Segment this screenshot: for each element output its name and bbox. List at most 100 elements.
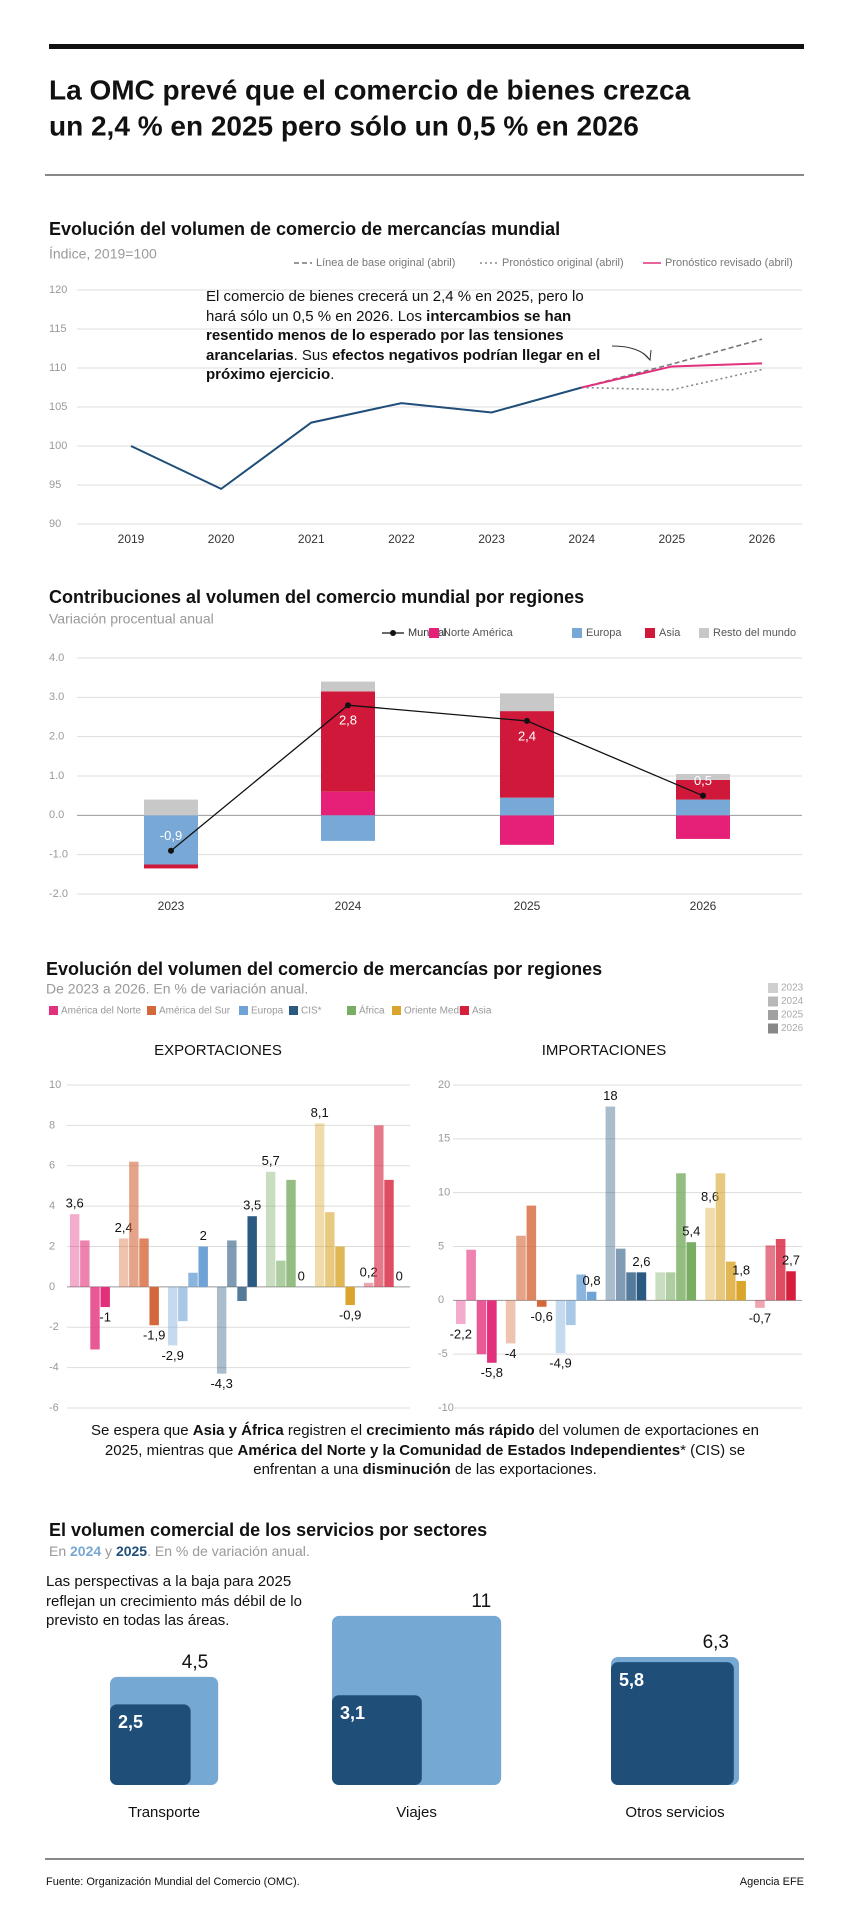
y-tick-label: -1.0 <box>49 849 68 861</box>
legend-label: Pronóstico revisado (abril) <box>665 257 793 269</box>
bar <box>129 1161 139 1287</box>
bar-segment <box>144 864 198 869</box>
annotation-arrow <box>611 345 651 361</box>
y-tick-label: -4 <box>49 1362 59 1374</box>
data-label: 1,8 <box>732 1262 750 1277</box>
x-tick-label: 2025 <box>514 899 541 913</box>
bold-text: América del Norte y la Comunidad de Esta… <box>237 1441 681 1459</box>
legend-swatch <box>768 996 778 1007</box>
legend-label: 2026 <box>781 1023 804 1034</box>
headline: un 2,4 % en 2025 pero sólo un 0,5 % en 2… <box>49 110 639 141</box>
data-label: -1 <box>99 1310 111 1325</box>
data-label: 0,2 <box>360 1264 378 1279</box>
x-tick-label: 2023 <box>478 532 505 546</box>
legend-label: América del Norte <box>61 1006 141 1017</box>
category-label: Viajes <box>396 1804 437 1821</box>
bar <box>555 1300 566 1354</box>
x-tick-label: 2026 <box>749 532 776 546</box>
bar <box>237 1286 247 1302</box>
subtitle-part: En <box>49 1543 70 1559</box>
section-subtitle: De 2023 a 2026. En % de variación anual. <box>46 981 308 997</box>
bar <box>363 1282 374 1287</box>
bar <box>626 1272 636 1301</box>
data-label: 2,4 <box>115 1220 133 1235</box>
data-label: 3,6 <box>66 1196 84 1211</box>
bar-segment <box>144 799 198 816</box>
square <box>332 1695 422 1785</box>
paragraph: Se espera que Asia y África registren el… <box>90 1421 760 1480</box>
legend-label: Europa <box>586 627 622 639</box>
data-label: 0 <box>298 1268 305 1283</box>
category-label: Otros servicios <box>625 1804 724 1821</box>
legend-swatch <box>289 1006 298 1015</box>
legend-label: 2025 <box>781 1010 804 1021</box>
legend-swatch <box>49 1006 58 1015</box>
chart-subtitle: Variación procentual anual <box>49 611 214 627</box>
y-tick-label: 6 <box>49 1160 55 1172</box>
line-point <box>168 847 174 854</box>
y-tick-label: 10 <box>49 1079 61 1091</box>
legend-swatch <box>239 1006 248 1015</box>
line-point <box>345 702 351 709</box>
legend-label: Resto del mundo <box>713 627 796 639</box>
bar-segment <box>500 797 554 816</box>
line-series <box>581 368 763 391</box>
data-label: -1,9 <box>143 1328 165 1343</box>
legend-swatch <box>390 630 396 636</box>
bar <box>455 1300 466 1325</box>
y-tick-label: -5 <box>438 1348 448 1360</box>
top-rule <box>49 44 804 49</box>
y-tick-label: -2.0 <box>49 888 68 900</box>
bar <box>314 1123 325 1287</box>
text: registren el <box>283 1422 367 1439</box>
bar <box>765 1245 776 1301</box>
category-label: Transporte <box>128 1804 200 1821</box>
bar <box>487 1300 497 1363</box>
bar <box>178 1286 188 1322</box>
bar <box>736 1280 746 1301</box>
bar <box>265 1171 276 1287</box>
chart-subtitle: Índice, 2019=100 <box>49 246 157 262</box>
x-tick-label: 2025 <box>659 532 686 546</box>
legend-label: 2023 <box>781 983 804 994</box>
bar-segment <box>321 681 375 692</box>
bold-text: crecimiento más rápido <box>366 1422 535 1439</box>
line-series <box>581 338 763 389</box>
data-label: 8,1 <box>311 1105 329 1120</box>
bar-segment <box>321 791 375 816</box>
subtitle-part: 2024 <box>70 1543 101 1559</box>
legend-swatch <box>429 628 439 638</box>
y-tick-label: 110 <box>49 362 67 374</box>
bar <box>384 1179 394 1287</box>
data-label: -0,9 <box>160 828 182 843</box>
line-point <box>524 717 530 724</box>
bar <box>167 1286 178 1346</box>
line-series <box>581 362 763 389</box>
data-label: -2,2 <box>450 1326 472 1341</box>
text: . <box>330 366 335 383</box>
bar <box>198 1246 208 1287</box>
bar <box>636 1272 647 1301</box>
chart-title: Evolución del volumen de comercio de mer… <box>49 219 560 239</box>
legend-swatch <box>460 1006 469 1015</box>
legend-label: Oriente Medio <box>404 1006 467 1017</box>
text: Se espera que <box>91 1422 193 1439</box>
data-label: 3,1 <box>340 1703 365 1723</box>
chart-subtitle: En 2024 y 2025. En % de variación anual. <box>49 1543 310 1559</box>
y-tick-label: -6 <box>49 1402 59 1414</box>
credit: Agencia EFE <box>740 1876 804 1888</box>
legend-swatch <box>645 628 655 638</box>
data-label: -0,6 <box>531 1309 553 1324</box>
bar <box>216 1286 227 1374</box>
legend-swatch <box>768 1023 778 1034</box>
y-tick-label: 15 <box>438 1133 450 1145</box>
chart-title: EXPORTACIONES <box>154 1042 282 1059</box>
y-tick-label: 20 <box>438 1079 450 1091</box>
y-tick-label: 4 <box>49 1200 55 1212</box>
data-label: 5,8 <box>619 1670 644 1690</box>
data-label: 3,5 <box>243 1198 261 1213</box>
note: Las perspectivas a la baja para 2025 ref… <box>46 1573 302 1629</box>
y-tick-label: 4.0 <box>49 652 64 664</box>
text: * (CIS) se enfrentan a una <box>253 1441 746 1479</box>
